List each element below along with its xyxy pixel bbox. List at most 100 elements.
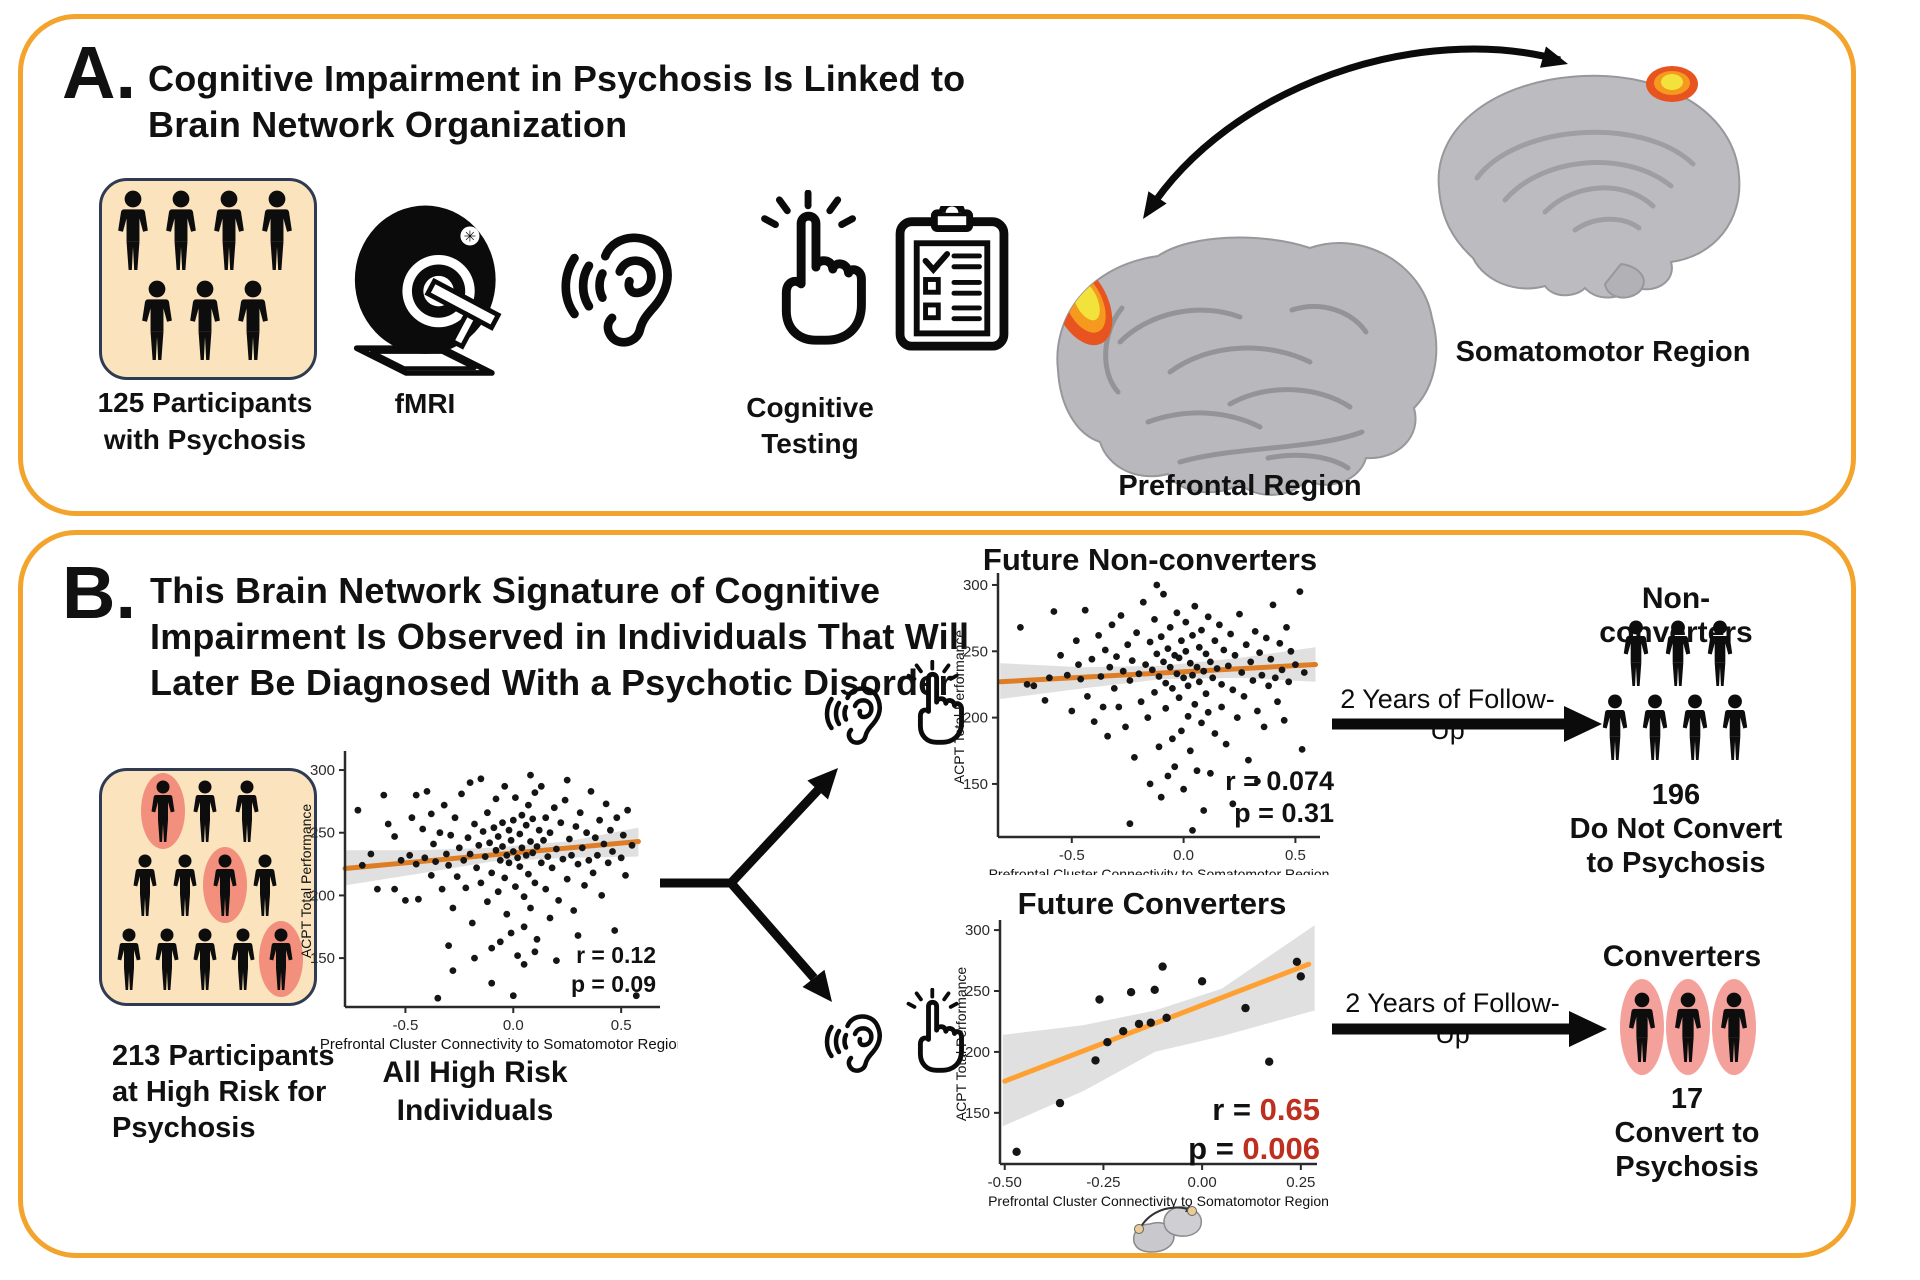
svg-text:200: 200 bbox=[965, 1044, 990, 1061]
svg-text:0.0: 0.0 bbox=[1173, 847, 1194, 864]
svg-text:-0.5: -0.5 bbox=[1059, 847, 1085, 864]
svg-text:-0.5: -0.5 bbox=[392, 1017, 418, 1034]
person-icon bbox=[114, 928, 144, 990]
lateral-brain-prefrontal bbox=[1056, 236, 1438, 496]
svg-text:150: 150 bbox=[965, 1105, 990, 1122]
person-icon bbox=[190, 780, 220, 842]
svg-text:-0.25: -0.25 bbox=[1086, 1174, 1120, 1191]
svg-text:300: 300 bbox=[963, 577, 988, 594]
tap-finger-icon bbox=[738, 190, 888, 358]
person-icon bbox=[1625, 992, 1659, 1062]
person-icon bbox=[113, 190, 153, 270]
person-icon bbox=[1717, 992, 1751, 1062]
panel-b-title-line2: Impairment Is Observed in Individuals Th… bbox=[150, 616, 970, 657]
svg-text:p = 0.006: p = 0.006 bbox=[1188, 1131, 1320, 1166]
svg-text:-0.50: -0.50 bbox=[988, 1174, 1022, 1191]
fmri-scanner-icon: ✳ bbox=[353, 205, 502, 376]
person-icon bbox=[266, 928, 296, 990]
person-icon bbox=[1678, 694, 1712, 760]
svg-text:ACPT Total Performance: ACPT Total Performance bbox=[951, 630, 967, 785]
nonconverters-people bbox=[1598, 620, 1758, 765]
participants-125-label: 125 Participants with Psychosis bbox=[97, 387, 313, 455]
svg-text:300: 300 bbox=[310, 762, 335, 779]
panel-b bbox=[18, 530, 1856, 1258]
person-icon bbox=[152, 928, 182, 990]
person-icon bbox=[1598, 694, 1632, 760]
all-high-risk-title: All High Risk Individuals bbox=[382, 1056, 568, 1127]
person-icon bbox=[257, 190, 297, 270]
checklist-clipboard-icon bbox=[893, 206, 1011, 353]
medial-brain-somatomotor bbox=[1437, 66, 1741, 299]
converters-title: Converters bbox=[1602, 940, 1762, 973]
ear-icon-small-bottom bbox=[824, 1006, 894, 1078]
panel-a-label: A. bbox=[62, 31, 136, 114]
converters-count-label: 17 Convert to Psychosis bbox=[1614, 1083, 1760, 1183]
participants-213-label: 213 Participants at High Risk for Psycho… bbox=[112, 1040, 335, 1144]
svg-text:✳: ✳ bbox=[464, 229, 477, 246]
prefrontal-region-label: Prefrontal Region bbox=[1118, 470, 1362, 502]
svg-text:ACPT Total Performance: ACPT Total Performance bbox=[298, 804, 314, 959]
svg-text:r = 0.12: r = 0.12 bbox=[576, 942, 656, 968]
svg-text:300: 300 bbox=[965, 922, 990, 939]
person-icon bbox=[185, 280, 225, 360]
scatter-future-converters: 150 200 250 300 -0.50 -0.25 0.00 0.25 Prefrontal… bbox=[952, 888, 1352, 1218]
svg-text:250: 250 bbox=[963, 643, 988, 660]
person-icon bbox=[137, 280, 177, 360]
followup-arrow-bottom bbox=[1332, 1011, 1607, 1047]
person-icon bbox=[250, 854, 280, 916]
svg-text:p = 0.31: p = 0.31 bbox=[1234, 798, 1334, 828]
followup-arrow-top bbox=[1332, 706, 1602, 742]
person-icon bbox=[1718, 694, 1752, 760]
mini-brain-pair-icon bbox=[1132, 1205, 1203, 1253]
scatter-all-high-risk: 150 200 250 300 -0.5 0.0 0.5 Prefrontal Cluster… bbox=[298, 735, 678, 1055]
person-icon bbox=[1661, 620, 1695, 686]
nonconverters-count-label: 196 Do Not Convert to Psychosis bbox=[1569, 779, 1783, 879]
svg-text:0.5: 0.5 bbox=[611, 1017, 632, 1034]
person-icon bbox=[228, 928, 258, 990]
scatter-future-nonconverters: 150 200 250 300 -0.5 0.0 0.5 Prefrontal Cluster… bbox=[950, 545, 1350, 875]
person-icon bbox=[1671, 992, 1705, 1062]
svg-text:250: 250 bbox=[310, 825, 335, 842]
somatomotor-region-label: Somatomotor Region bbox=[1455, 336, 1751, 368]
branch-arrows bbox=[660, 768, 838, 1002]
person-icon bbox=[232, 780, 262, 842]
svg-text:Prefrontal Cluster Connectivit: Prefrontal Cluster Connectivity to Somat… bbox=[988, 1193, 1329, 1209]
person-icon bbox=[190, 928, 220, 990]
future-converters-title: Future Converters bbox=[1017, 886, 1287, 921]
ear-icon-small-top bbox=[824, 678, 894, 750]
svg-text:0.25: 0.25 bbox=[1286, 1174, 1315, 1191]
cognitive-testing-label: Cognitive Testing bbox=[746, 392, 874, 459]
svg-text:200: 200 bbox=[310, 887, 335, 904]
svg-text:p = 0.09: p = 0.09 bbox=[571, 971, 656, 997]
svg-text:150: 150 bbox=[963, 776, 988, 793]
person-icon bbox=[1703, 620, 1737, 686]
future-nonconverters-title: Future Non-converters bbox=[982, 542, 1318, 577]
person-icon bbox=[1619, 620, 1653, 686]
svg-text:250: 250 bbox=[965, 983, 990, 1000]
svg-text:Prefrontal Cluster Connectivit: Prefrontal Cluster Connectivity to Somat… bbox=[989, 866, 1330, 875]
brain-connectivity-arrow bbox=[1143, 45, 1568, 219]
psychosis-group-people bbox=[99, 178, 311, 374]
person-icon bbox=[161, 190, 201, 270]
ear-icon bbox=[560, 218, 695, 356]
fmri-label: fMRI bbox=[394, 388, 456, 419]
svg-text:ACPT Total Performance: ACPT Total Performance bbox=[953, 967, 969, 1122]
person-icon bbox=[130, 854, 160, 916]
svg-text:0.0: 0.0 bbox=[503, 1017, 524, 1034]
panel-b-title-line3: Later Be Diagnosed With a Psychotic Diso… bbox=[150, 662, 953, 703]
converters-people bbox=[1618, 977, 1758, 1077]
panel-b-title: This Brain Network Signature of Cognitiv… bbox=[150, 568, 969, 706]
person-icon bbox=[209, 190, 249, 270]
svg-text:200: 200 bbox=[963, 710, 988, 727]
svg-text:0.5: 0.5 bbox=[1285, 847, 1306, 864]
panel-a-title-line2: Brain Network Organization bbox=[148, 104, 628, 145]
svg-text:Prefrontal Cluster Connectivit: Prefrontal Cluster Connectivity to Somat… bbox=[320, 1036, 678, 1053]
high-risk-group-people bbox=[99, 768, 311, 1000]
svg-text:r = 0.65: r = 0.65 bbox=[1212, 1092, 1320, 1127]
svg-text:r = 0.074: r = 0.074 bbox=[1225, 766, 1334, 796]
person-icon bbox=[148, 780, 178, 842]
person-icon bbox=[233, 280, 273, 360]
svg-text:150: 150 bbox=[310, 950, 335, 967]
person-icon bbox=[170, 854, 200, 916]
